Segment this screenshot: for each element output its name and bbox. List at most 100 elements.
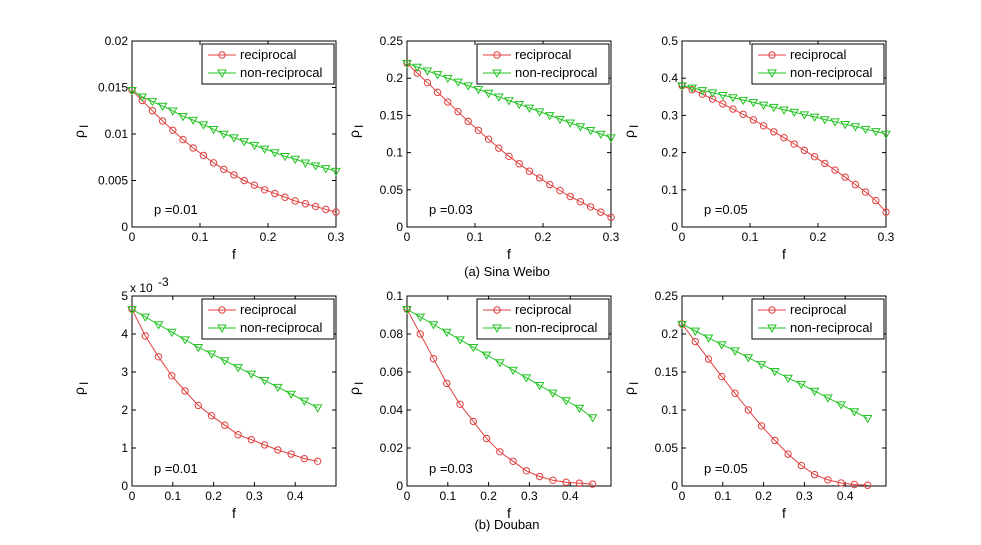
data-point xyxy=(300,454,309,463)
data-point xyxy=(504,97,514,106)
data-point xyxy=(810,470,819,479)
y-axis-label-subscript: I xyxy=(77,125,91,128)
y-tick-label: 0.015 xyxy=(98,81,128,95)
y-tick-label: 0.05 xyxy=(655,441,679,455)
data-point xyxy=(707,89,718,98)
legend-label: non-reciprocal xyxy=(240,320,322,335)
data-point xyxy=(433,88,442,97)
legend-label: reciprocal xyxy=(240,47,296,62)
data-point xyxy=(169,126,177,134)
legend-marker-circle xyxy=(218,51,226,59)
y-axis-label-subscript: I xyxy=(352,125,366,128)
data-point xyxy=(331,167,341,177)
data-point xyxy=(870,128,881,137)
series-reciprocal xyxy=(403,59,615,222)
data-point xyxy=(728,94,738,103)
legend-marker-circle xyxy=(768,51,776,59)
series-non-reciprocal xyxy=(677,82,891,139)
y-tick-label: 0.25 xyxy=(380,34,404,48)
y-axis-label-rho: ρ xyxy=(621,387,637,395)
data-point xyxy=(789,108,800,118)
data-point xyxy=(468,344,479,353)
x-tick-label: 0.2 xyxy=(810,230,827,244)
data-point xyxy=(860,125,871,135)
data-point xyxy=(272,383,283,393)
x-tick-label: 0.4 xyxy=(837,489,854,503)
y-axis-label: ρI xyxy=(346,125,366,138)
data-point xyxy=(194,401,203,410)
data-point xyxy=(429,355,438,363)
series-line xyxy=(131,308,318,409)
legend-marker-triangle xyxy=(217,69,227,79)
data-point xyxy=(585,126,596,136)
data-point xyxy=(770,128,778,136)
legend-label: non-reciprocal xyxy=(240,65,322,80)
data-point xyxy=(493,93,504,102)
y-axis-label-subscript: I xyxy=(627,125,641,128)
data-point xyxy=(743,354,754,363)
data-point xyxy=(514,100,525,110)
y-tick-label: 0.1 xyxy=(661,183,678,197)
data-point xyxy=(831,166,839,174)
data-point xyxy=(229,134,239,143)
data-point xyxy=(189,144,197,152)
data-point xyxy=(494,359,505,368)
data-point xyxy=(428,321,439,330)
data-point xyxy=(677,320,687,330)
data-point xyxy=(193,344,204,353)
data-point xyxy=(704,355,713,363)
y-tick-label: 4 xyxy=(121,327,128,341)
data-point xyxy=(748,99,759,108)
data-point xyxy=(729,105,737,113)
legend-marker-circle xyxy=(218,306,226,314)
data-point xyxy=(158,117,167,125)
p-annotation: p =0.03 xyxy=(429,202,473,217)
data-point xyxy=(240,176,248,185)
data-point xyxy=(260,441,269,449)
data-point xyxy=(546,180,554,189)
y-tick-label: 5 xyxy=(121,289,128,303)
data-point xyxy=(147,98,158,107)
chart-panel-2: 0 0.1 0.2 0.300.050.10.150.20.25fρIreciproc… xyxy=(346,34,620,262)
series-non-reciprocal xyxy=(677,320,873,424)
data-point xyxy=(595,130,606,139)
y-tick-label: 0.04 xyxy=(380,403,404,417)
data-point xyxy=(757,422,766,430)
x-tick-label: 0.3 xyxy=(521,489,538,503)
data-point xyxy=(300,159,311,168)
legend: reciprocal non-reciprocal xyxy=(751,298,885,340)
legend-marker-triangle xyxy=(492,324,502,334)
y-tick-label: 0.15 xyxy=(655,365,679,379)
data-point xyxy=(473,86,484,95)
data-point xyxy=(463,82,474,91)
data-point xyxy=(524,104,535,113)
legend: reciprocal non-reciprocal xyxy=(201,298,335,340)
data-point xyxy=(810,152,819,161)
y-axis-label: ρI xyxy=(346,382,366,395)
x-axis-label: f xyxy=(232,246,236,262)
data-point xyxy=(837,479,845,487)
data-point xyxy=(239,138,250,147)
x-tick-label: 0.3 xyxy=(796,489,813,503)
p-annotation: p =0.03 xyxy=(429,461,473,476)
data-point xyxy=(148,107,157,115)
data-point xyxy=(697,87,708,96)
x-tick-label: 0.3 xyxy=(328,230,345,244)
data-point xyxy=(756,361,767,370)
data-point xyxy=(718,372,726,381)
data-point xyxy=(556,186,564,195)
series-line xyxy=(681,85,887,135)
data-point xyxy=(168,372,176,380)
x-tick-label: 0.3 xyxy=(246,489,263,503)
x-tick-label: 0 xyxy=(404,230,411,244)
data-point xyxy=(180,336,190,345)
data-point xyxy=(271,189,279,198)
data-point xyxy=(274,446,282,454)
series-non-reciprocal xyxy=(127,306,323,413)
data-point xyxy=(219,357,230,366)
y-axis-label-subscript: I xyxy=(352,382,366,385)
data-point xyxy=(320,165,331,174)
y-tick-label: 0 xyxy=(671,479,678,493)
data-point xyxy=(881,130,891,139)
